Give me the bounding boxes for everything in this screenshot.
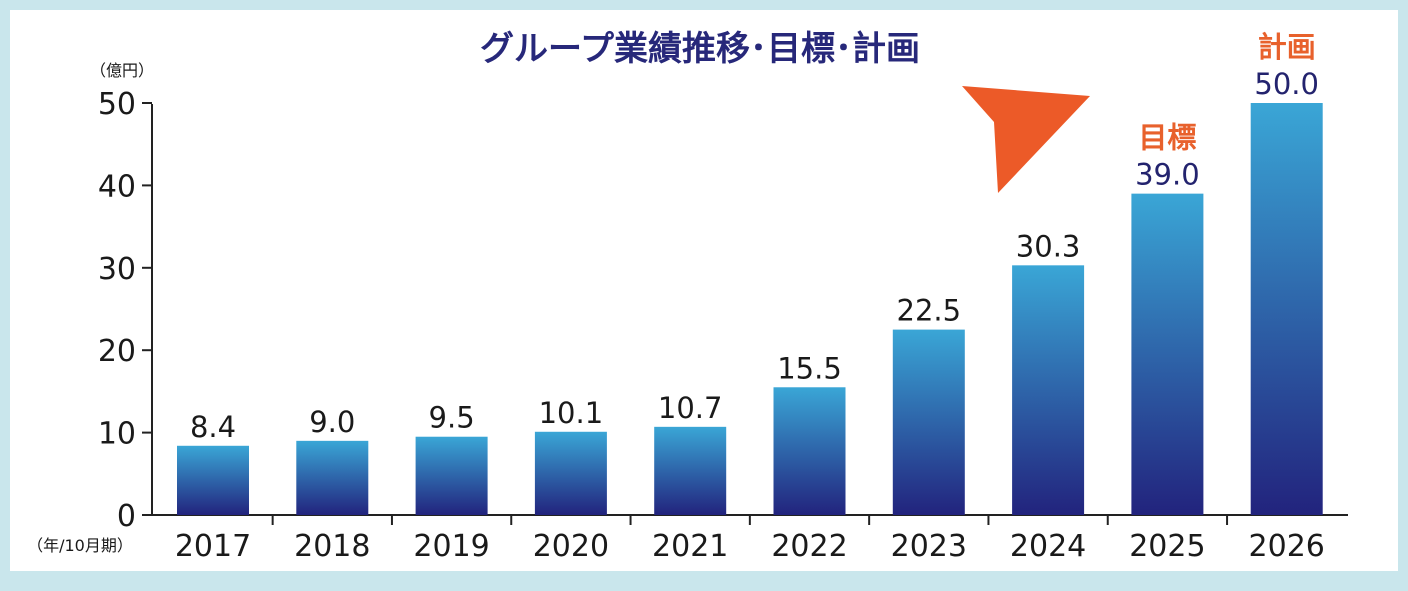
value-label-2017: 8.4 xyxy=(190,410,236,444)
y-tick-label: 30 xyxy=(98,252,136,287)
bar-2026 xyxy=(1250,103,1323,515)
category-label-2020: 2020 xyxy=(533,529,609,564)
category-label-2017: 2017 xyxy=(175,529,251,564)
value-label-2026: 50.0 xyxy=(1254,67,1319,101)
y-tick-label: 40 xyxy=(98,169,136,204)
bars-group: 8.4 2017 9.0 2018 9.5 2019 10.1 2020 10.7 2021 15.… xyxy=(175,30,1325,564)
y-tick-label: 10 xyxy=(98,417,136,452)
y-tick-label: 20 xyxy=(98,334,136,369)
value-label-2021: 10.7 xyxy=(658,391,723,425)
category-label-2026: 2026 xyxy=(1249,529,1325,564)
bar-2017 xyxy=(177,445,249,515)
category-label-2024: 2024 xyxy=(1010,529,1086,564)
value-label-2025: 39.0 xyxy=(1135,158,1200,192)
value-label-2020: 10.1 xyxy=(539,396,604,430)
annotation-label-2025: 目標 xyxy=(1138,121,1196,155)
chart-title: グループ業績推移･目標･計画 xyxy=(480,29,920,69)
chart-frame: グループ業績推移･目標･計画 （億円） （年/10月期） 0 10 20 30 40 50… xyxy=(10,10,1398,571)
category-label-2022: 2022 xyxy=(771,529,847,564)
bar-2019 xyxy=(415,436,488,515)
x-axis-unit-label: （年/10月期） xyxy=(27,536,133,555)
category-label-2025: 2025 xyxy=(1129,529,1205,564)
value-label-2019: 9.5 xyxy=(429,401,475,435)
bar-2021 xyxy=(654,426,727,515)
category-label-2023: 2023 xyxy=(891,529,967,564)
bar-2020 xyxy=(534,431,607,515)
category-label-2021: 2021 xyxy=(652,529,728,564)
y-tick-label: 0 xyxy=(117,499,136,534)
bar-2023 xyxy=(892,329,965,515)
bar-chart: グループ業績推移･目標･計画 （億円） （年/10月期） 0 10 20 30 40 50… xyxy=(27,29,1348,564)
growth-trend-arrow xyxy=(415,86,1090,340)
value-label-2018: 9.0 xyxy=(309,405,355,439)
value-label-2024: 30.3 xyxy=(1016,229,1081,263)
value-label-2022: 15.5 xyxy=(777,351,842,385)
bar-2024 xyxy=(1012,265,1085,515)
bar-2025 xyxy=(1131,193,1204,515)
bar-2018 xyxy=(296,440,369,515)
y-axis-unit-label: （億円） xyxy=(90,61,154,80)
y-tick-label: 50 xyxy=(98,87,136,122)
category-label-2018: 2018 xyxy=(294,529,370,564)
category-label-2019: 2019 xyxy=(413,529,489,564)
y-axis-ticks: 0 10 20 30 40 50 xyxy=(98,87,152,534)
annotation-label-2026: 計画 xyxy=(1258,30,1316,64)
value-label-2023: 22.5 xyxy=(897,294,962,328)
bar-2022 xyxy=(773,387,846,515)
